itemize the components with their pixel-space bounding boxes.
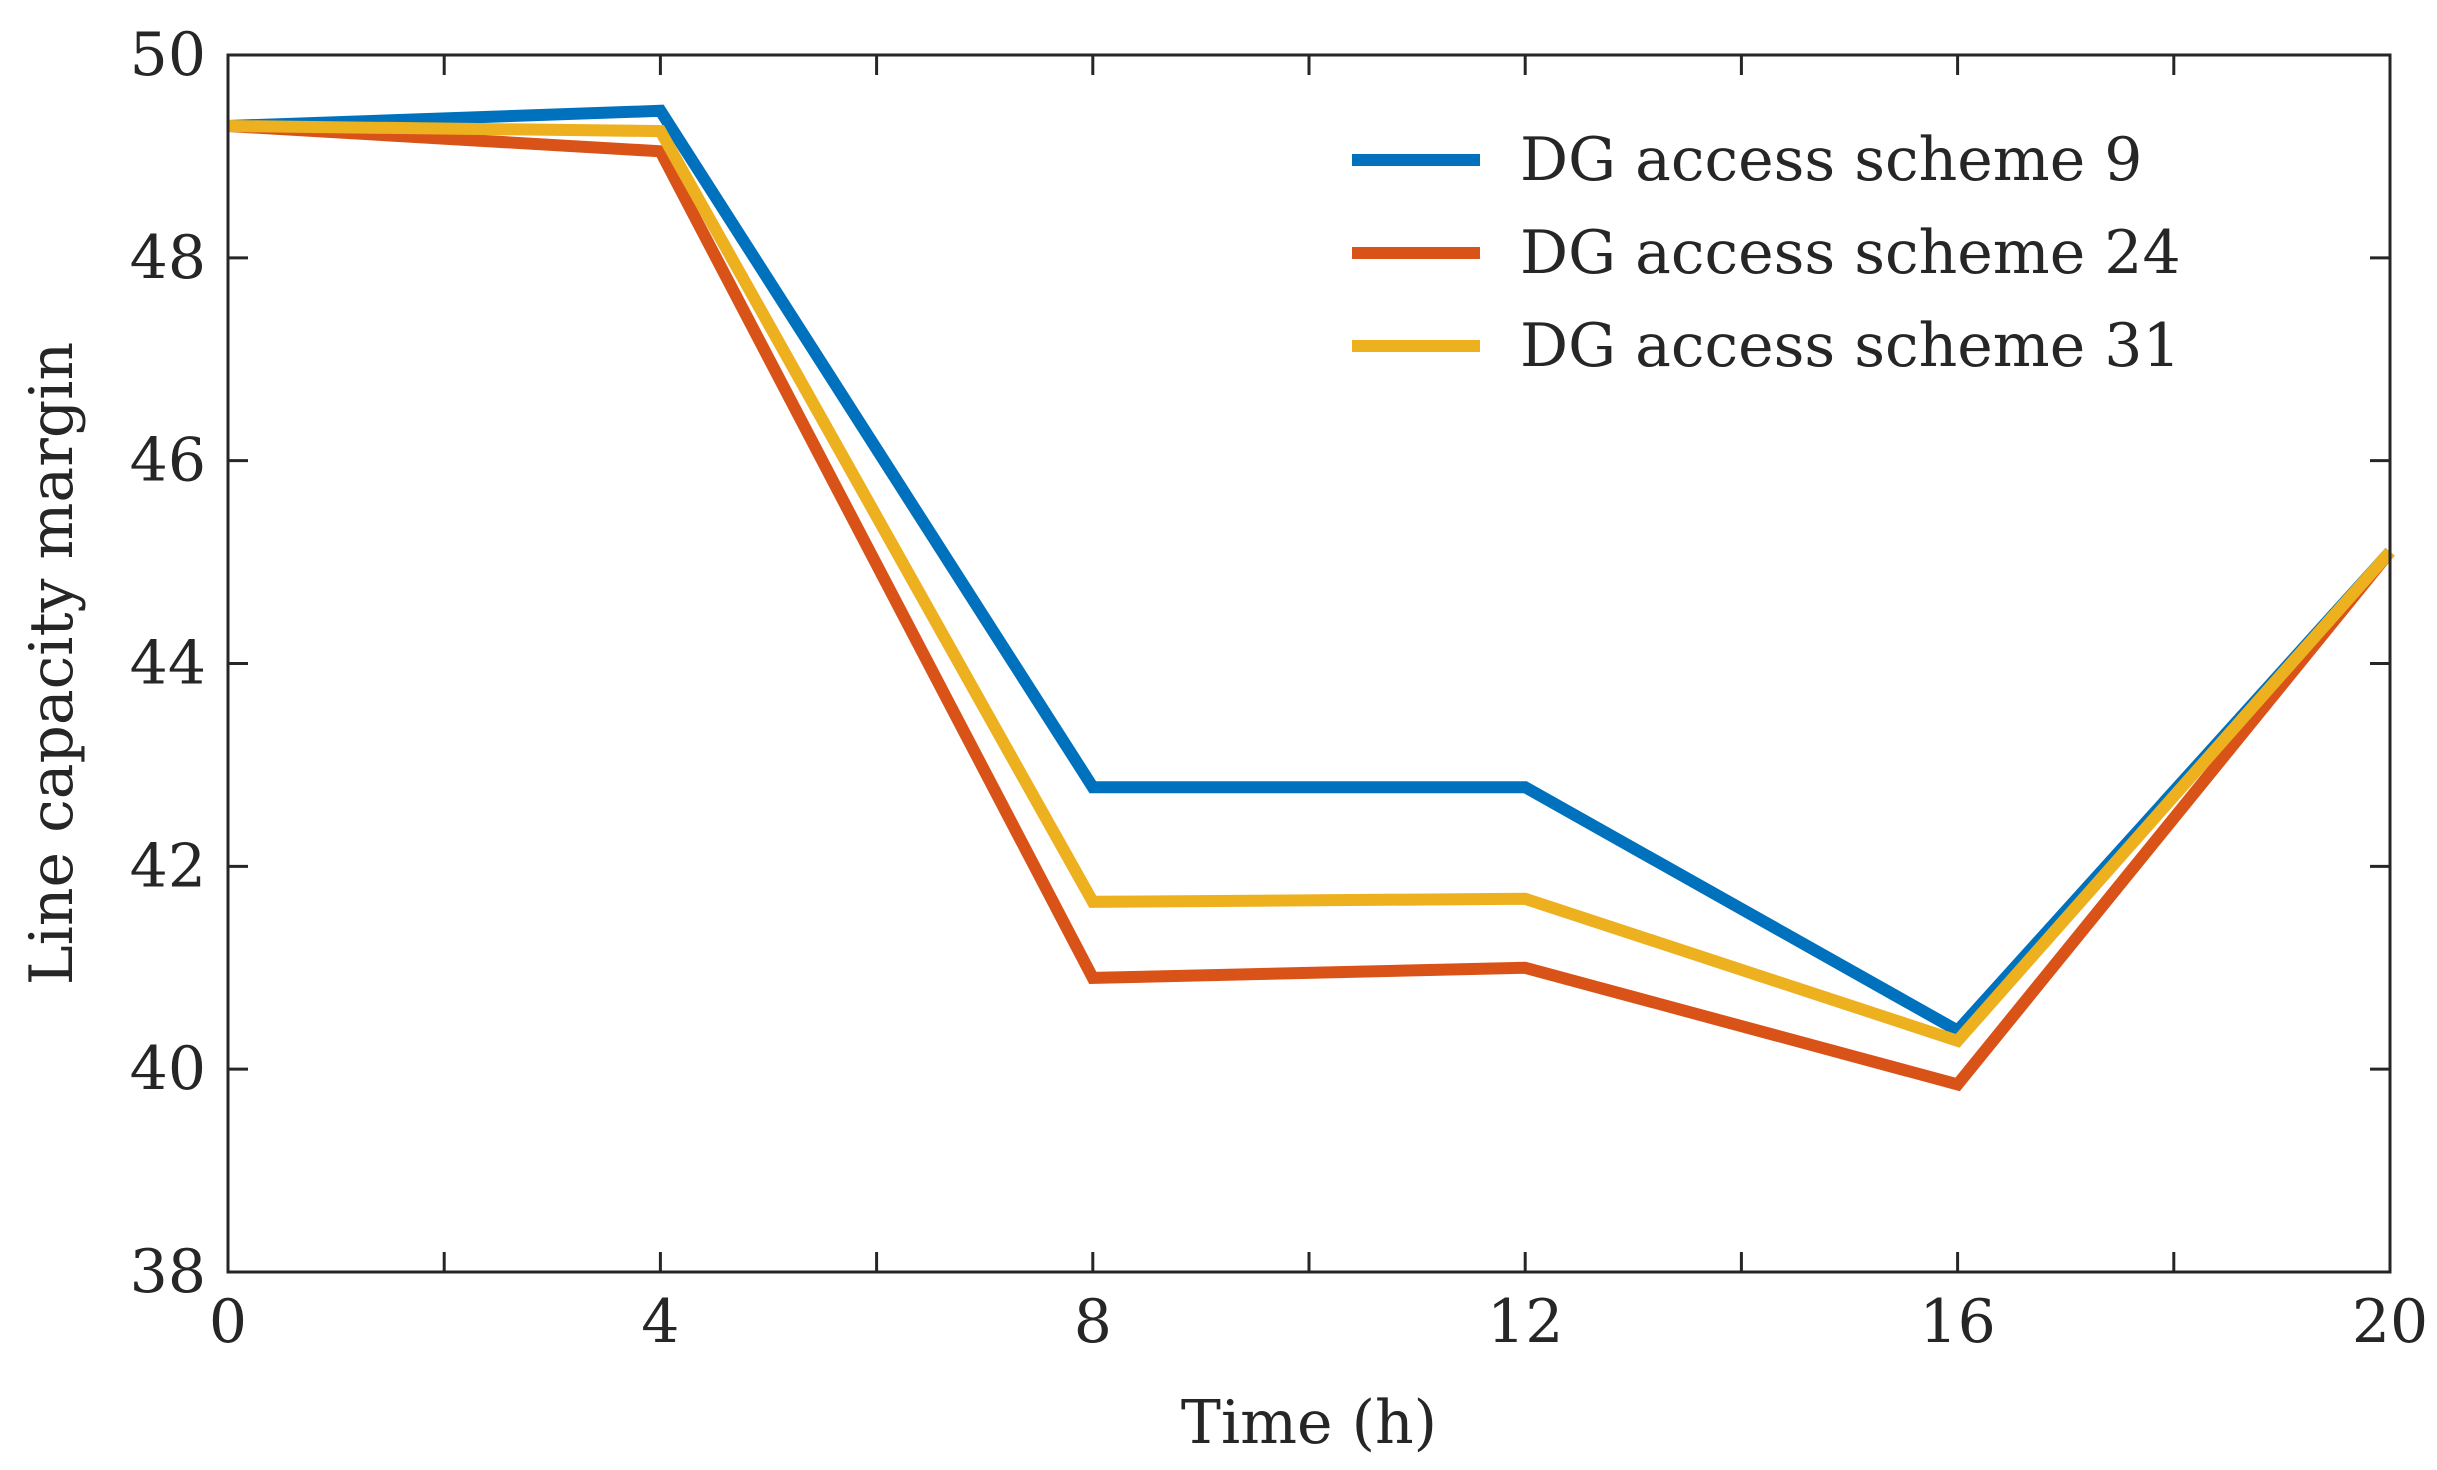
x-axis-label: Time (h) [1181, 1388, 1437, 1458]
x-tick-label: 12 [1487, 1287, 1563, 1357]
y-tick-label: 44 [130, 629, 206, 699]
x-tick-label: 8 [1074, 1287, 1112, 1357]
y-tick-label: 42 [130, 831, 206, 901]
legend-label-1: DG access scheme 9 [1520, 125, 2142, 195]
x-tick-label: 4 [641, 1287, 679, 1357]
x-tick-label: 16 [1919, 1287, 1995, 1357]
legend-label-3: DG access scheme 31 [1520, 311, 2181, 381]
y-tick-label: 46 [130, 426, 206, 496]
y-tick-label: 48 [130, 223, 206, 293]
series-layer [227, 104, 2395, 1092]
series-line-2 [227, 120, 2395, 1092]
x-tick-label: 0 [209, 1287, 247, 1357]
legend: DG access scheme 9 DG access scheme 24 DG … [1352, 125, 2181, 381]
x-tick-label: 20 [2352, 1287, 2428, 1357]
y-tick-label: 50 [130, 20, 206, 90]
y-tick-label: 38 [130, 1237, 206, 1307]
ticks-layer [226, 53, 2392, 1274]
y-axis-label: Line capacity margin [17, 342, 87, 985]
legend-label-2: DG access scheme 24 [1520, 218, 2181, 288]
series-line-3 [227, 120, 2395, 1048]
y-tick-label: 40 [130, 1034, 206, 1104]
